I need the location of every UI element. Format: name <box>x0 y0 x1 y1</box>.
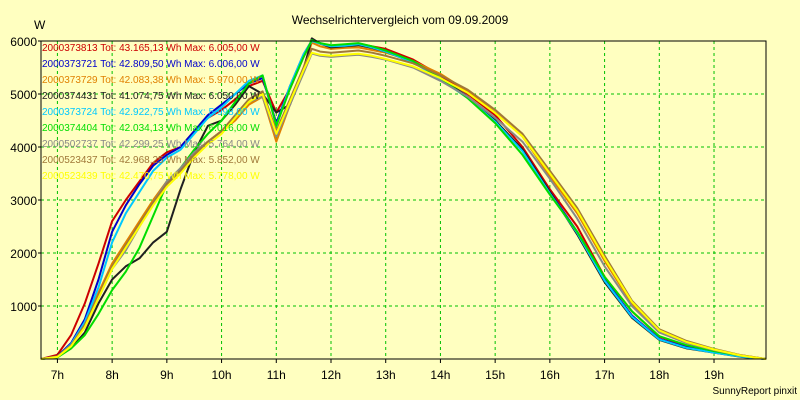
legend-entry-2000523437: 2000523437 Tot: 42.968,25 Wh Max: 5.852,… <box>42 155 260 166</box>
y-tick-label: 5000 <box>10 88 37 102</box>
x-tick-label: 16h <box>540 368 560 382</box>
x-tick-label: 14h <box>430 368 450 382</box>
series-line-2000374404 <box>40 39 767 360</box>
y-tick-label: 2000 <box>10 247 37 261</box>
x-tick-label: 17h <box>595 368 615 382</box>
x-tick-label: 11h <box>267 368 286 382</box>
x-tick-label: 12h <box>321 368 341 382</box>
legend-entry-2000374404: 2000374404 Tot: 42.034,13 Wh Max: 6.016,… <box>42 123 260 134</box>
y-axis-label: W <box>34 18 46 32</box>
legend-entry-2000374431: 2000374431 Tot: 41.074,75 Wh Max: 6.050,… <box>42 91 260 102</box>
x-tick-label: 9h <box>160 368 173 382</box>
credit-text: SunnyReport pinxit <box>713 386 798 397</box>
x-tick-label: 15h <box>485 368 505 382</box>
chart-title: Wechselrichtervergleich vom 09.09.2009 <box>292 13 509 27</box>
y-axis: 1000 2000 3000 4000 5000 6000 <box>10 35 41 314</box>
series-line-2000523437 <box>40 47 767 360</box>
legend: 2000373813 Tot: 43.165,13 Wh Max: 6.005,… <box>42 43 260 182</box>
x-tick-label: 8h <box>105 368 118 382</box>
legend-entry-2000373721: 2000373721 Tot: 42.809,50 Wh Max: 6.006,… <box>42 59 260 70</box>
legend-entry-2000502737: 2000502737 Tot: 42.299,25 Wh Max: 5.764,… <box>42 139 260 150</box>
y-tick-label: 4000 <box>10 141 37 155</box>
y-tick-label: 6000 <box>10 35 37 49</box>
legend-entry-2000523439: 2000523439 Tot: 42.470,75 Wh Max: 5.778,… <box>42 171 260 182</box>
legend-entry-2000373813: 2000373813 Tot: 43.165,13 Wh Max: 6.005,… <box>42 43 260 54</box>
y-tick-label: 1000 <box>10 300 37 314</box>
grid <box>41 40 766 359</box>
x-tick-label: 10h <box>212 368 232 382</box>
series-line-2000523439 <box>40 51 767 360</box>
x-axis: 7h 8h 9h 10h 11h 12h 13h 14h 15h 16h 17h 18h 19h <box>51 359 724 382</box>
x-tick-label: 18h <box>649 368 669 382</box>
x-tick-label: 7h <box>51 368 64 382</box>
x-tick-label: 19h <box>704 368 724 382</box>
y-tick-label: 3000 <box>10 194 37 208</box>
legend-entry-2000373729: 2000373729 Tot: 42.083,38 Wh Max: 5.970,… <box>42 75 260 86</box>
x-tick-label: 13h <box>376 368 396 382</box>
legend-entry-2000373724: 2000373724 Tot: 42.922,75 Wh Max: 5.998,… <box>42 107 260 118</box>
